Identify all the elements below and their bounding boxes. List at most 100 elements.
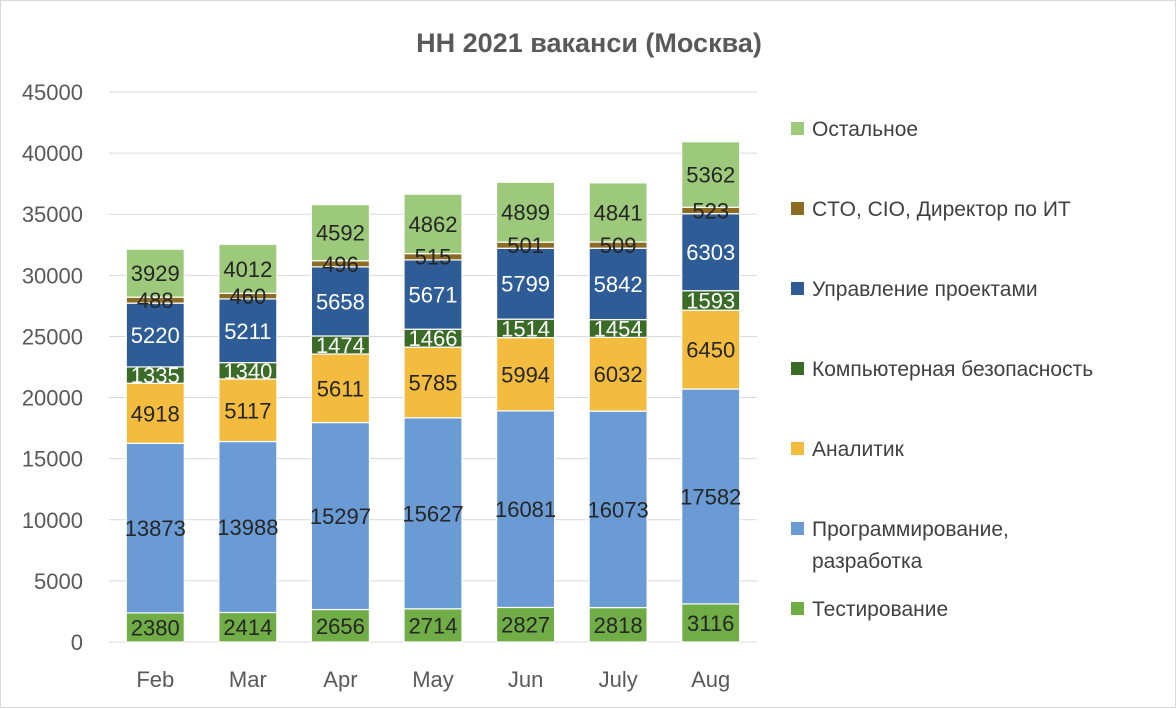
bar-segment [125, 248, 185, 298]
bar-segment [495, 181, 556, 243]
data-label: 13988 [217, 515, 278, 540]
bar-segment [681, 388, 741, 605]
data-label: 3929 [131, 261, 180, 286]
bar-segment [310, 353, 371, 424]
y-tick-label: 35000 [22, 202, 83, 227]
data-label: 16081 [495, 497, 556, 522]
legend-label: Аналитик [812, 438, 905, 461]
data-label: 13873 [125, 516, 186, 541]
legend-label: CTO, CIO, Директор по ИТ [812, 198, 1071, 221]
data-label: 5362 [686, 163, 735, 188]
legend-swatch [791, 122, 804, 135]
legend-label: Программирование, разработка [812, 518, 1009, 573]
data-label: 2714 [409, 613, 458, 638]
data-label: 5994 [501, 362, 550, 387]
data-label: 5842 [594, 272, 643, 297]
data-label: 515 [415, 245, 452, 270]
data-label: 5799 [501, 272, 550, 297]
bar-segment [218, 611, 278, 643]
data-label: 2818 [594, 613, 643, 638]
bar-segment [681, 213, 741, 292]
data-label: 496 [322, 252, 359, 277]
y-axis-ticks: 0 5000 10000 15000 20000 25000 30000 35000 40000… [22, 80, 83, 655]
data-label: 2656 [316, 614, 365, 639]
bar-segment [403, 417, 463, 610]
data-label: 1474 [316, 333, 365, 358]
y-tick-label: 0 [71, 630, 83, 655]
data-label: 5220 [131, 323, 180, 348]
data-label: 4012 [223, 257, 272, 282]
data-label: 17582 [680, 484, 741, 509]
data-label: 2380 [131, 615, 180, 640]
data-label: 2827 [501, 613, 550, 638]
y-tick-label: 25000 [22, 324, 83, 349]
x-tick-label: Jun [508, 667, 543, 692]
data-label: 6032 [594, 362, 643, 387]
data-label: 488 [137, 288, 174, 313]
data-label: 460 [229, 284, 266, 309]
y-tick-label: 10000 [22, 508, 83, 533]
data-label: 15297 [310, 504, 371, 529]
data-label: 1593 [686, 288, 735, 313]
bars [125, 141, 741, 643]
data-label: 6450 [686, 338, 735, 363]
x-tick-label: July [599, 667, 638, 692]
bar-segment [681, 603, 741, 643]
bar-segment [125, 442, 185, 614]
data-label: 6303 [686, 240, 735, 265]
y-tick-label: 40000 [22, 141, 83, 166]
data-label: 501 [507, 233, 544, 258]
bar-segment [218, 378, 278, 443]
bar-segment [125, 302, 185, 368]
bar-segment [588, 182, 648, 243]
data-label: 1335 [131, 363, 180, 388]
x-tick-label: May [412, 667, 454, 692]
x-tick-label: Apr [323, 667, 357, 692]
bar-segment [588, 336, 648, 412]
data-label: 1340 [223, 359, 272, 384]
data-label: 5611 [317, 376, 364, 401]
data-label: 16073 [588, 497, 649, 522]
data-label: 4899 [501, 200, 550, 225]
data-label: 5117 [224, 398, 271, 423]
data-label: 509 [600, 233, 637, 258]
data-label: 5671 [409, 283, 458, 308]
x-tick-label: Aug [691, 667, 730, 692]
bar-segment [310, 608, 371, 643]
data-label: 5658 [316, 289, 365, 314]
bar-segment [310, 266, 371, 337]
legend-swatch [791, 362, 804, 375]
data-label: 3116 [687, 611, 734, 636]
data-label: 1514 [501, 316, 550, 341]
data-label: 523 [692, 198, 729, 223]
bar-segment [588, 410, 648, 609]
legend-swatch [791, 602, 804, 615]
data-label: 5785 [409, 370, 458, 395]
data-label: 4862 [409, 212, 458, 237]
legend-swatch [791, 202, 804, 215]
legend: Остальное CTO, CIO, Директор по ИТ Управле… [791, 118, 1093, 621]
data-label: 4841 [594, 200, 643, 225]
data-label: 1466 [409, 326, 458, 351]
x-tick-label: Feb [136, 667, 174, 692]
y-tick-label: 5000 [34, 569, 83, 594]
bar-segment [588, 606, 648, 643]
y-tick-label: 15000 [22, 447, 83, 472]
x-axis-ticks: Feb Mar Apr May Jun July Aug [136, 667, 730, 692]
legend-label: Компьютерная безопасность [812, 358, 1093, 381]
bar-segment [495, 337, 556, 412]
data-label: 2414 [223, 615, 272, 640]
bar-segment [495, 247, 556, 320]
data-label: 1454 [594, 317, 643, 342]
bar-segment [681, 309, 741, 390]
legend-swatch [791, 522, 804, 535]
legend-label: Управление проектами [812, 278, 1038, 301]
bar-segment [125, 382, 185, 444]
data-label: 4592 [316, 221, 365, 246]
y-tick-label: 20000 [22, 386, 83, 411]
legend-label: Тестирование [812, 598, 948, 621]
bar-segment [681, 141, 741, 208]
